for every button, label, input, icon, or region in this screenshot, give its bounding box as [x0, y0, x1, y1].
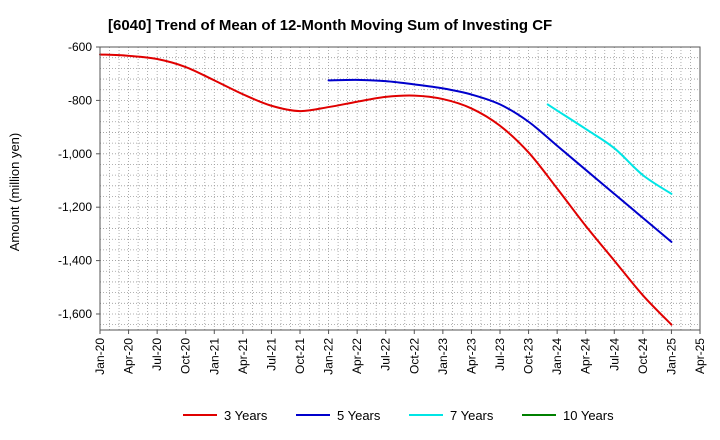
x-tick-label: Apr-21 — [236, 338, 250, 374]
y-tick-label: -800 — [68, 93, 92, 107]
x-tick-label: Apr-23 — [464, 338, 478, 374]
series-line-5-years — [327, 78, 673, 243]
x-tick-label: Oct-20 — [179, 338, 193, 374]
x-tick-label: Jul-22 — [379, 338, 393, 371]
x-tick-label: Jan-23 — [436, 338, 450, 375]
x-tick-label: Apr-24 — [579, 338, 593, 374]
x-tick-label: Jul-24 — [607, 338, 621, 371]
legend-label-5-years: 5 Years — [337, 408, 381, 423]
x-tick-label: Jul-20 — [150, 338, 164, 371]
x-tick-label: Apr-20 — [122, 338, 136, 374]
x-tick-label: Oct-21 — [293, 338, 307, 374]
legend: 3 Years 5 Years 7 Years 10 Years — [183, 408, 614, 423]
x-tick-label: Jan-20 — [93, 338, 107, 375]
y-axis-label: Amount (million yen) — [7, 133, 22, 252]
legend-label-7-years: 7 Years — [450, 408, 494, 423]
series-line-7-years — [546, 103, 673, 195]
series-lines — [99, 53, 673, 326]
y-tick-label: -600 — [68, 40, 92, 54]
x-tick-label: Oct-22 — [407, 338, 421, 374]
legend-label-10-years: 10 Years — [563, 408, 614, 423]
x-tick-label: Jan-21 — [207, 338, 221, 375]
legend-label-3-years: 3 Years — [224, 408, 268, 423]
x-tick-label: Jan-22 — [322, 338, 336, 375]
x-tick-label: Oct-24 — [636, 338, 650, 374]
x-tick-label: Apr-25 — [693, 338, 707, 374]
x-tick-label: Jan-24 — [550, 338, 564, 375]
y-ticks: -600 -800 -1,000 -1,200 -1,400 -1,600 — [58, 40, 100, 321]
x-tick-label: Jan-25 — [664, 338, 678, 375]
x-tick-label: Jul-21 — [264, 338, 278, 371]
plot-frame — [99, 46, 701, 331]
x-tick-label: Apr-22 — [350, 338, 364, 374]
series-line-3-years — [99, 53, 673, 326]
x-tick-label: Oct-23 — [522, 338, 536, 374]
x-ticks: Jan-20 Apr-20 Jul-20 Oct-20 Jan-21 Apr-21 Jul-… — [93, 330, 707, 375]
grid — [100, 47, 700, 330]
y-tick-label: -1,400 — [58, 254, 92, 268]
y-tick-label: -1,600 — [58, 307, 92, 321]
y-tick-label: -1,000 — [58, 147, 92, 161]
x-tick-label: Jul-23 — [493, 338, 507, 371]
chart-title: [6040] Trend of Mean of 12-Month Moving … — [108, 17, 552, 34]
y-tick-label: -1,200 — [58, 200, 92, 214]
